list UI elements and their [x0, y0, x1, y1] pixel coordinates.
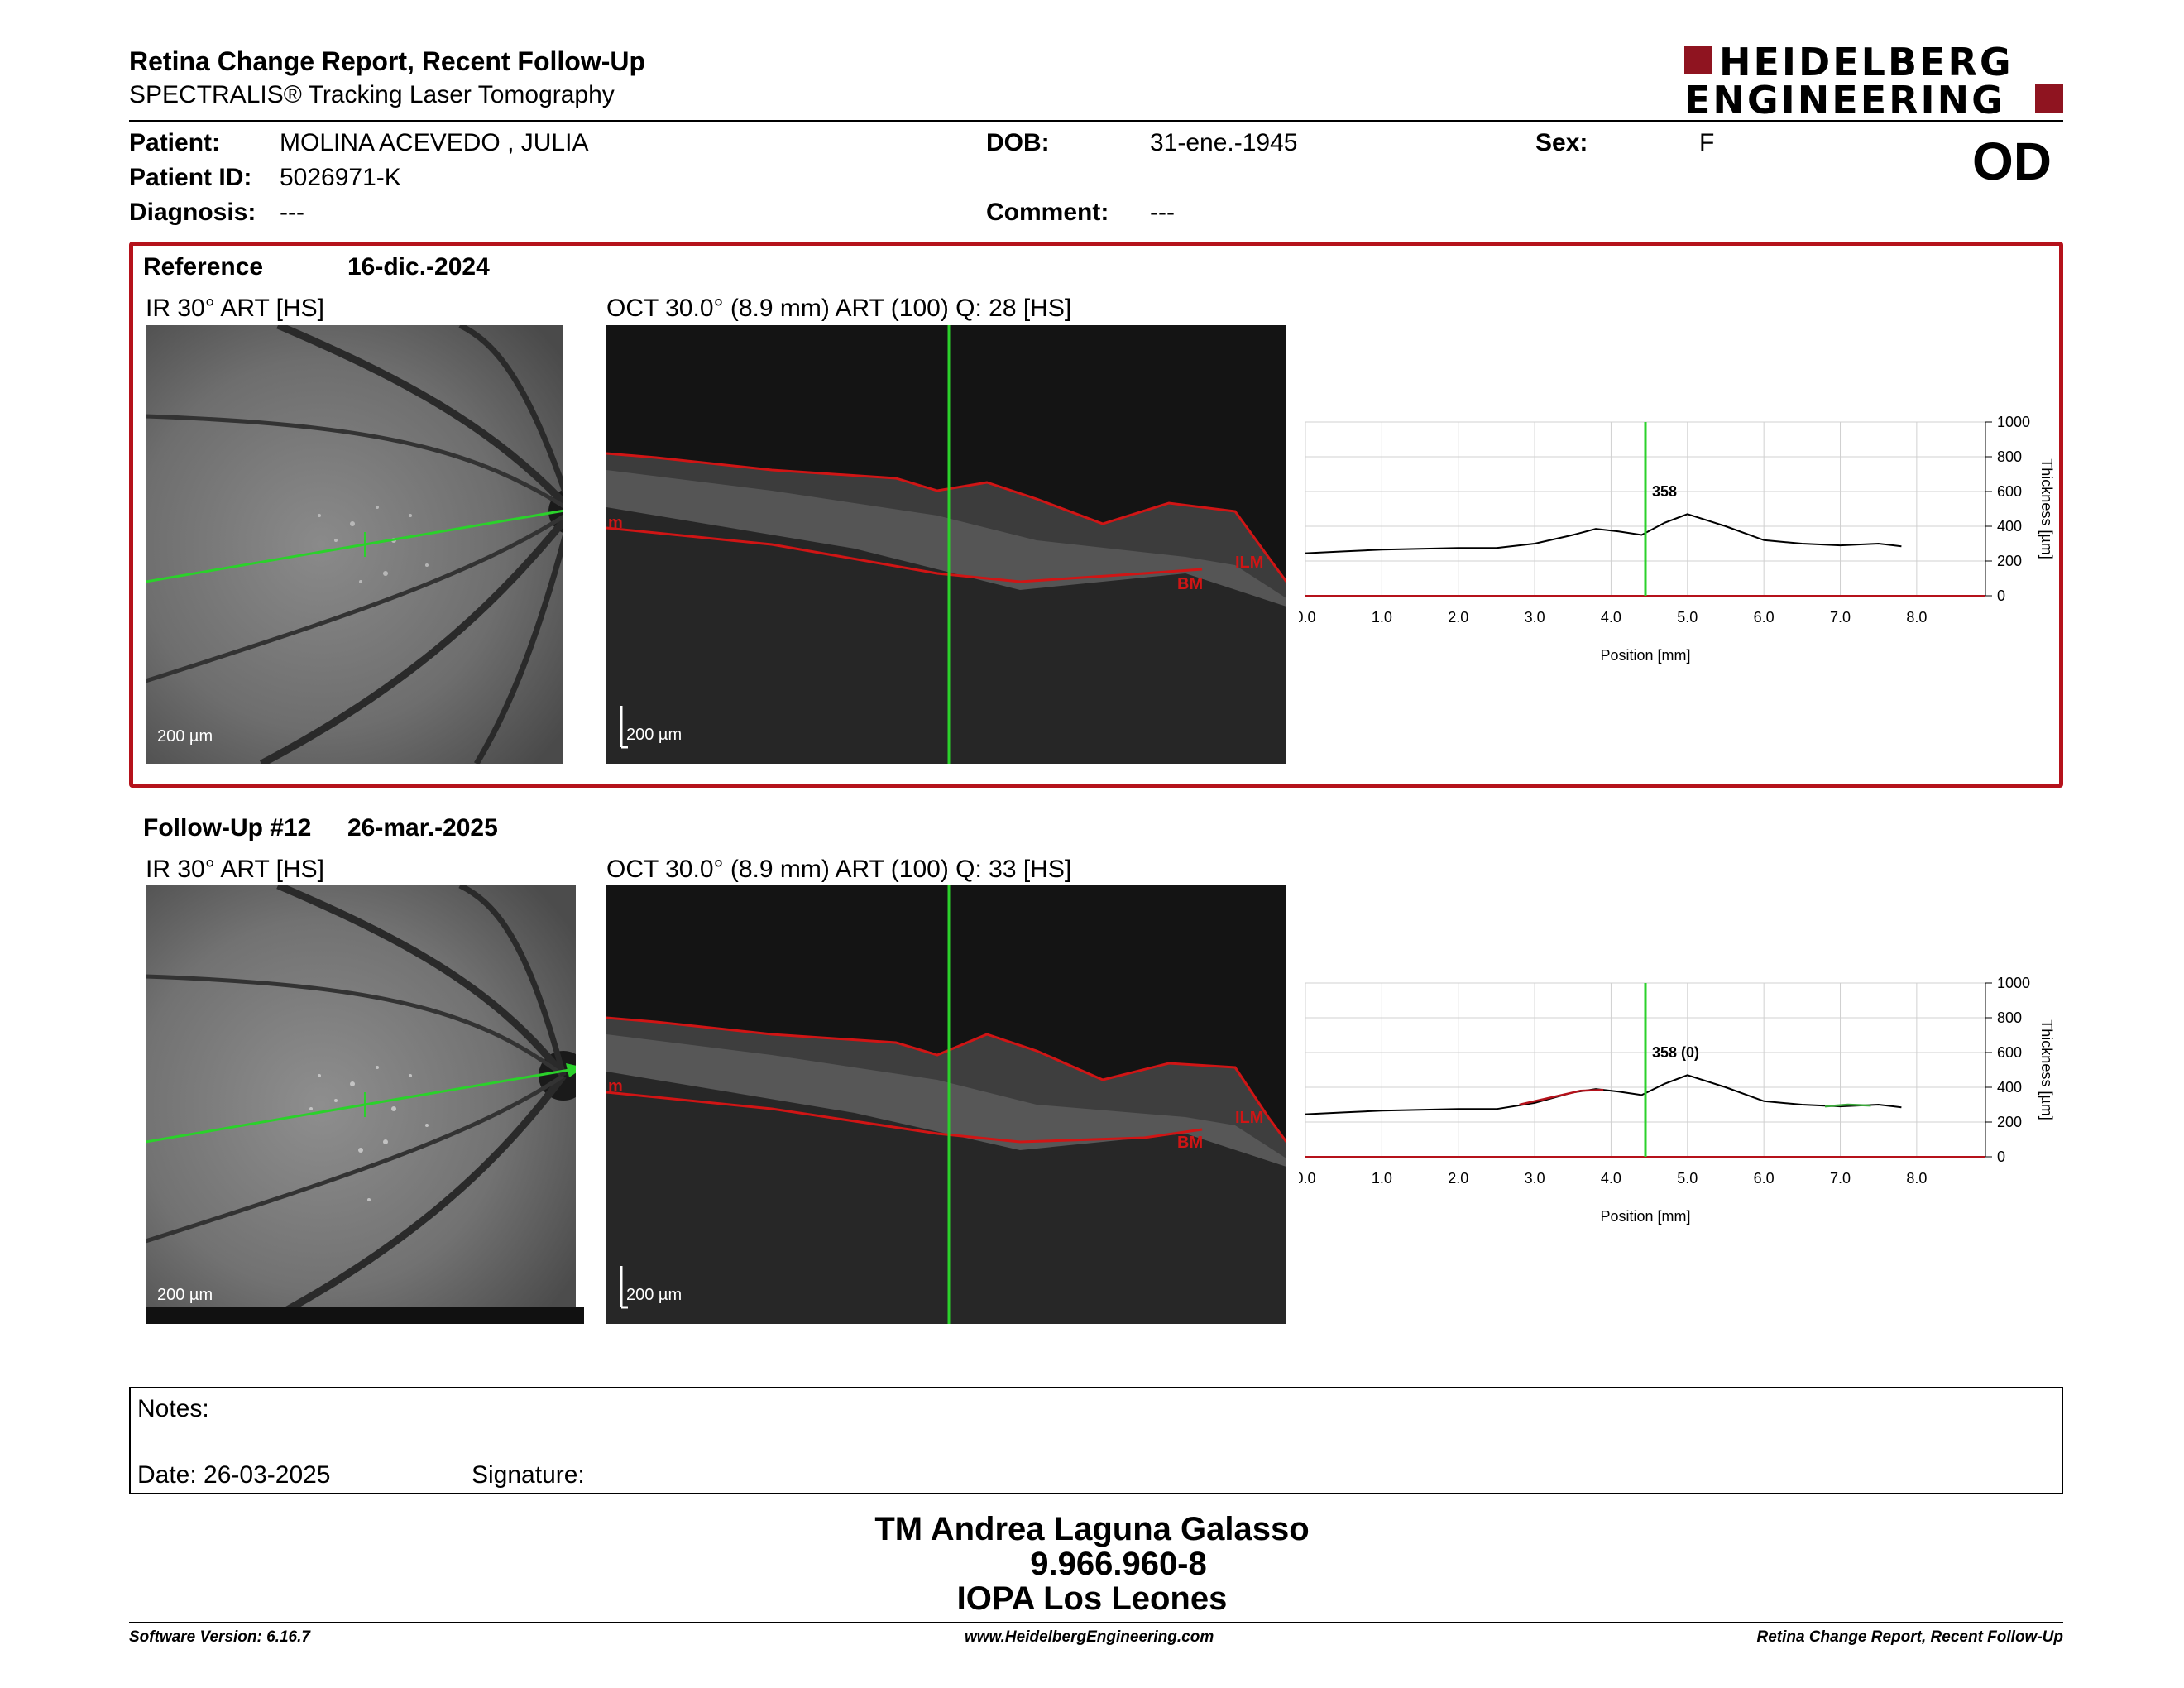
signature-label: Signature:: [472, 1461, 585, 1489]
followup-oct-caption: OCT 30.0° (8.9 mm) ART (100) Q: 33 [HS]: [606, 856, 1072, 883]
reference-oct-caption: OCT 30.0° (8.9 mm) ART (100) Q: 28 [HS]: [606, 295, 1072, 322]
x-tick-label: 5.0: [1677, 1170, 1698, 1187]
reference-ir-caption: IR 30° ART [HS]: [146, 295, 324, 322]
x-axis-label: Position [mm]: [1600, 647, 1690, 664]
thickness-series-line: [1305, 1074, 1902, 1115]
dob-label: DOB:: [986, 129, 1050, 156]
followup-oct-bscan[interactable]: m ILM BM 200 µm: [606, 885, 1286, 1324]
patient-id: 5026971-K: [280, 164, 401, 191]
thickness-series-line: [1519, 1088, 1604, 1106]
followup-ir-caption: IR 30° ART [HS]: [146, 856, 324, 883]
y-tick-label: 1000: [1997, 975, 2030, 991]
reference-oct-scale: 200 µm: [626, 726, 682, 744]
reference-label: Reference: [143, 253, 264, 281]
thickness-series-line: [1305, 513, 1902, 554]
logo-text-top: HEIDELBERG: [1719, 40, 2014, 84]
followup-label: Follow-Up #12: [143, 814, 312, 842]
x-tick-label: 0.0: [1299, 609, 1316, 626]
reference-oct-bscan[interactable]: m ILM BM 200 µm: [606, 325, 1286, 764]
followup-ir-fundus-image[interactable]: 200 µm: [146, 885, 584, 1324]
reference-oct-bm-label: BM: [1177, 575, 1204, 593]
notes-box[interactable]: Notes: Date: 26-03-2025 Signature:: [129, 1387, 2063, 1494]
footer-divider: [129, 1622, 2063, 1623]
x-tick-label: 1.0: [1372, 1170, 1392, 1187]
thickness-series-line: [1824, 1103, 1871, 1108]
comment-value: ---: [1150, 199, 1175, 226]
eye-indicator: OD: [1972, 132, 2052, 191]
x-axis-label: Position [mm]: [1600, 1208, 1690, 1225]
x-tick-label: 1.0: [1372, 609, 1392, 626]
x-tick-label: 8.0: [1906, 1170, 1927, 1187]
x-tick-label: 4.0: [1601, 1170, 1621, 1187]
y-tick-label: 800: [1997, 1009, 2022, 1026]
marker-value-label: 358 (0): [1652, 1044, 1699, 1061]
reference-oct-m-label: m: [608, 514, 623, 532]
heidelberg-logo: HEIDELBERG ENGINEERING: [1684, 40, 2065, 122]
signer-id: 9.966.960-8: [1030, 1546, 1207, 1582]
followup-date: 26-mar.-2025: [347, 814, 498, 842]
followup-oct-bm-label: BM: [1177, 1134, 1204, 1152]
logo-text-bottom: ENGINEERING: [1684, 78, 2005, 122]
diagnosis-value: ---: [280, 199, 304, 226]
reference-section-frame: [129, 242, 2063, 788]
report-title: Retina Change Report, Recent Follow-Up: [129, 46, 646, 76]
software-version: Software Version: 6.16.7: [129, 1628, 310, 1646]
sex-label: Sex:: [1535, 129, 1588, 156]
x-tick-label: 4.0: [1601, 609, 1621, 626]
marker-value-label: 358: [1652, 483, 1677, 500]
comment-label: Comment:: [986, 199, 1109, 226]
reference-thickness-chart: 0.0 1.0 2.0 3.0 4.0 5.0 6.0 7.0 8.0 0 200 400 600 800…: [1299, 414, 2055, 664]
followup-oct-m-label: m: [608, 1077, 623, 1096]
x-tick-label: 0.0: [1299, 1170, 1316, 1187]
sex-value: F: [1699, 129, 1715, 156]
followup-oct-ilm-label: ILM: [1235, 1109, 1264, 1127]
patient-name: MOLINA ACEVEDO , JULIA: [280, 129, 589, 156]
y-tick-label: 400: [1997, 1079, 2022, 1096]
y-tick-label: 400: [1997, 518, 2022, 535]
website-link[interactable]: www.HeidelbergEngineering.com: [965, 1628, 1214, 1646]
reference-ir-scale: 200 µm: [157, 727, 213, 746]
x-tick-label: 3.0: [1525, 1170, 1545, 1187]
notes-label: Notes:: [137, 1395, 209, 1422]
y-tick-label: 800: [1997, 448, 2022, 465]
signer-name: TM Andrea Laguna Galasso: [874, 1511, 1310, 1547]
dob-value: 31-ene.-1945: [1150, 129, 1298, 156]
y-axis-label: Thickness [µm]: [2038, 1019, 2055, 1120]
x-tick-label: 6.0: [1754, 1170, 1774, 1187]
y-tick-label: 600: [1997, 483, 2022, 500]
x-tick-label: 8.0: [1906, 609, 1927, 626]
diagnosis-label: Diagnosis:: [129, 199, 256, 226]
patient-id-label: Patient ID:: [129, 164, 252, 191]
reference-oct-ilm-label: ILM: [1235, 554, 1264, 572]
y-tick-label: 200: [1997, 553, 2022, 569]
followup-ir-scale: 200 µm: [157, 1286, 213, 1304]
reference-date: 16-dic.-2024: [347, 253, 490, 281]
reference-ir-fundus-image[interactable]: 200 µm: [146, 325, 584, 764]
y-tick-label: 1000: [1997, 414, 2030, 430]
x-tick-label: 3.0: [1525, 609, 1545, 626]
notes-date: Date: 26-03-2025: [137, 1461, 331, 1489]
y-tick-label: 600: [1997, 1044, 2022, 1061]
signer-institution: IOPA Los Leones: [956, 1580, 1228, 1617]
patient-label: Patient:: [129, 129, 221, 156]
x-tick-label: 7.0: [1830, 609, 1851, 626]
x-tick-label: 5.0: [1677, 609, 1698, 626]
footer-report-name: Retina Change Report, Recent Follow-Up: [1756, 1628, 2063, 1646]
x-tick-label: 2.0: [1448, 1170, 1468, 1187]
y-tick-label: 0: [1997, 1149, 2005, 1165]
report-subtitle: SPECTRALIS® Tracking Laser Tomography: [129, 81, 615, 108]
y-tick-label: 0: [1997, 587, 2005, 604]
header-divider: [129, 120, 2063, 122]
y-tick-label: 200: [1997, 1114, 2022, 1130]
followup-oct-scale: 200 µm: [626, 1286, 682, 1304]
y-axis-label: Thickness [µm]: [2038, 458, 2055, 559]
x-tick-label: 6.0: [1754, 609, 1774, 626]
x-tick-label: 2.0: [1448, 609, 1468, 626]
followup-thickness-chart: 0.0 1.0 2.0 3.0 4.0 5.0 6.0 7.0 8.0 0 200 400 600 800…: [1299, 975, 2055, 1225]
x-tick-label: 7.0: [1830, 1170, 1851, 1187]
